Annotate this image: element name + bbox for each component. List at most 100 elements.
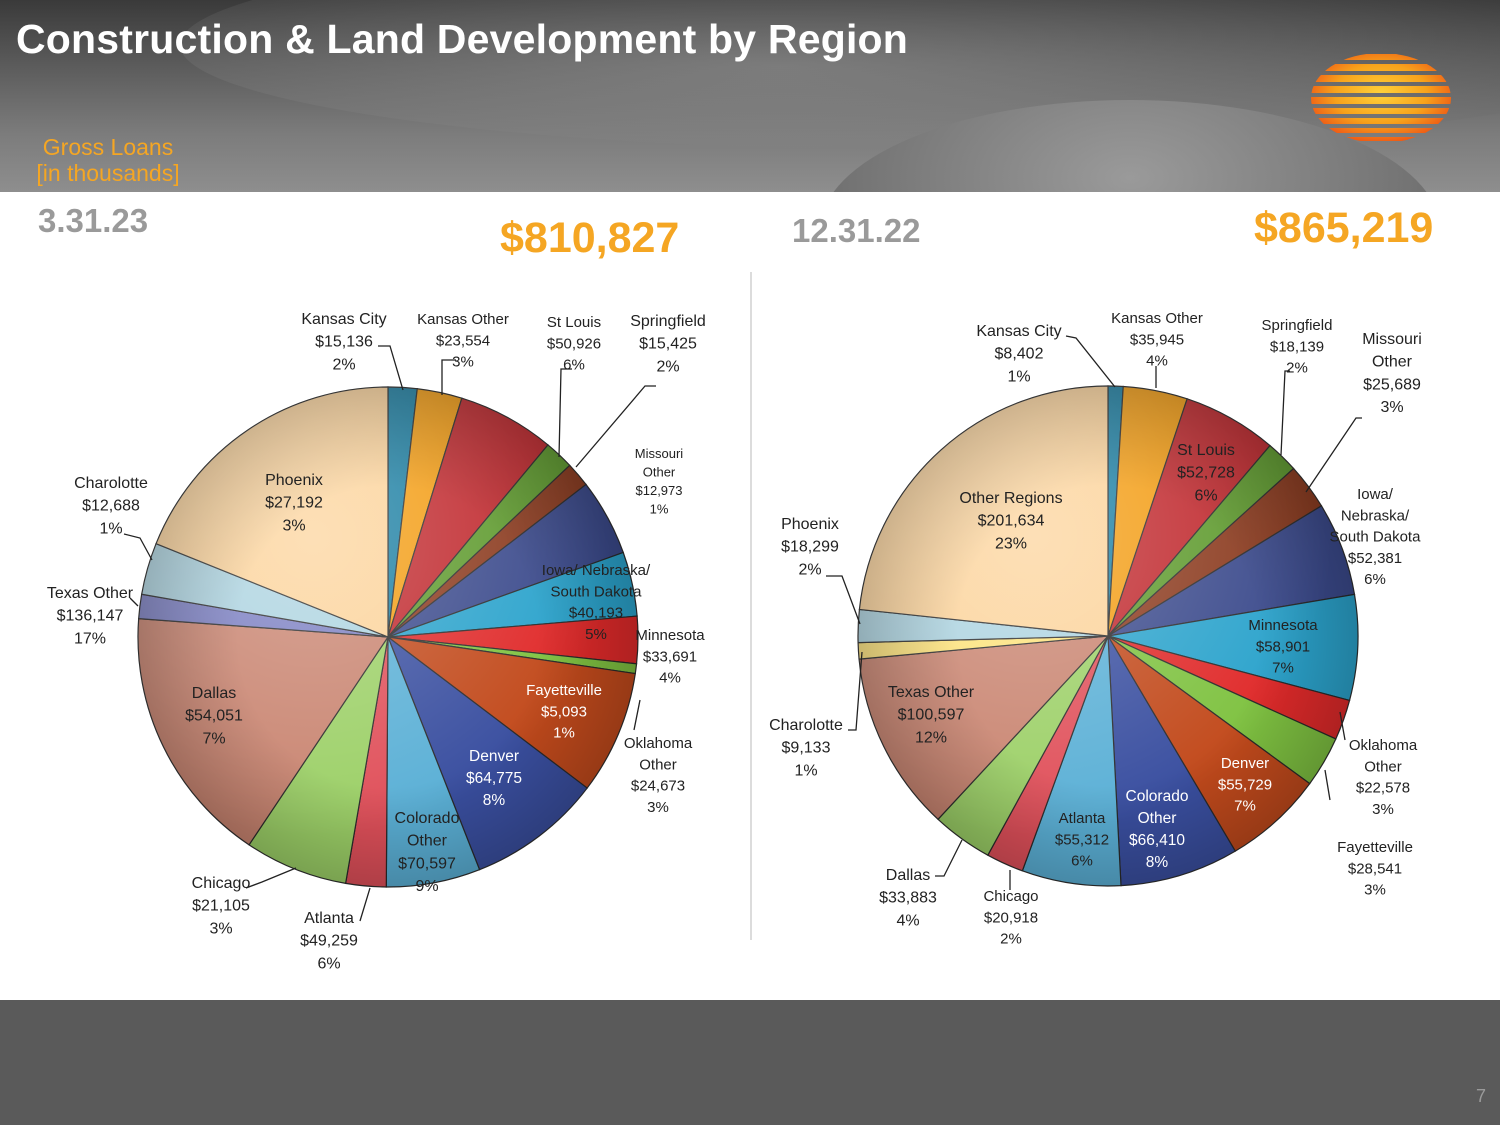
slice-label-line: Other — [643, 464, 676, 479]
slice-label: Missouri Other $12,973 1% — [635, 446, 684, 516]
slice-label-line: 17% — [74, 630, 106, 647]
slice-label-line: Iowa/ — [1357, 486, 1394, 503]
slice-label-line: $55,312 — [1055, 831, 1109, 848]
slice-label-line: $66,410 — [1129, 832, 1185, 849]
slice-label-line: $201,634 — [978, 513, 1045, 530]
slice-label-line: $18,299 — [781, 539, 839, 556]
slice-label-line: Iowa/ Nebraska/ — [542, 562, 651, 579]
slice-label: Texas Other $100,597 12% — [888, 684, 975, 746]
slice-label-line: 5% — [585, 626, 607, 643]
slice-label-line: Atlanta — [1059, 810, 1106, 827]
slice-label-line: $54,051 — [185, 708, 243, 725]
slice-label-line: 3% — [452, 354, 474, 371]
total-label-right: $865,219 — [1254, 204, 1434, 252]
slice-label-line: 1% — [650, 501, 669, 516]
leader-line — [1339, 711, 1346, 741]
slice-label-line: $64,775 — [466, 770, 522, 787]
slice-label: Denver $55,729 7% — [1218, 755, 1272, 815]
slice-label: Minnesota $33,691 4% — [635, 627, 705, 687]
slice-label: Atlanta $49,259 6% — [300, 910, 358, 972]
slice-label-line: $25,689 — [1363, 376, 1421, 393]
leader-line — [1305, 417, 1362, 493]
slice-label-line: Phoenix — [265, 472, 323, 489]
slice-label-line: 3% — [1380, 399, 1403, 416]
slice-label-line: Other — [1372, 354, 1413, 371]
slice-label-line: 7% — [1234, 798, 1256, 815]
slice-label-line: Denver — [1221, 755, 1269, 772]
leader-line — [359, 887, 371, 922]
pie-highlight — [858, 386, 1358, 886]
subtitle-line-1: Gross Loans — [42, 134, 174, 160]
slice-label: Charolotte $9,133 1% — [769, 717, 843, 779]
slice-label-line: $33,691 — [643, 648, 697, 665]
slice-label: Springfield $15,425 2% — [630, 313, 706, 375]
slice-label-line: $33,883 — [879, 890, 937, 907]
slice-label-line: $100,597 — [898, 707, 965, 724]
slice-label-line: St Louis — [547, 314, 601, 331]
slice-label-line: Atlanta — [304, 910, 354, 927]
slice-label-line: 3% — [282, 517, 305, 534]
slice-label: Oklahoma Other $22,578 3% — [1349, 737, 1418, 818]
slice-label-line: Kansas Other — [1111, 310, 1203, 327]
leader-line — [848, 651, 863, 731]
slice-label-line: Chicago — [192, 875, 251, 892]
slice-label-line: Oklahoma — [624, 735, 693, 752]
slice-label: Colorado Other $70,597 9% — [395, 810, 460, 895]
slice-label-line: Missouri — [635, 446, 684, 461]
slice-label-line: $15,425 — [639, 336, 697, 353]
slice-label-line: St Louis — [1177, 442, 1235, 459]
slice-label-line: Texas Other — [47, 585, 134, 602]
leader-line — [378, 345, 404, 391]
slice-label-line: 23% — [995, 535, 1027, 552]
slice-label-line: Phoenix — [781, 516, 839, 533]
slice-label-line: Fayetteville — [1337, 839, 1413, 856]
total-label-left: $810,827 — [500, 214, 680, 262]
slice-label: Kansas City $8,402 1% — [976, 323, 1061, 385]
slice-label-line: 4% — [659, 670, 681, 687]
slice-label: Dallas $54,051 7% — [185, 685, 243, 747]
slice-label: Kansas City $15,136 2% — [301, 311, 386, 373]
slice-label-line: $49,259 — [300, 933, 358, 950]
slice-label-line: 2% — [332, 356, 355, 373]
slice-label-line: $12,973 — [636, 483, 683, 498]
slice-label-line: Colorado — [1126, 788, 1189, 805]
slice-label-line: $52,381 — [1348, 550, 1402, 567]
slice-label-line: $52,728 — [1177, 465, 1235, 482]
slice-label: Other Regions $201,634 23% — [959, 490, 1062, 552]
slice-label: Colorado Other $66,410 8% — [1126, 788, 1189, 871]
slice-label: Texas Other $136,147 17% — [47, 585, 134, 647]
slice-label: Springfield $18,139 2% — [1262, 317, 1333, 377]
slice-label-line: 1% — [1007, 368, 1030, 385]
slice-label-line: 2% — [1286, 360, 1308, 377]
slice-label-line: 3% — [209, 920, 232, 937]
leader-line — [575, 385, 656, 468]
footer-bar — [0, 1000, 1500, 1125]
slice-label-line: 1% — [553, 725, 575, 742]
leader-line — [826, 575, 861, 625]
slice-label-line: $58,901 — [1256, 638, 1310, 655]
slice-label-line: 2% — [1000, 931, 1022, 948]
slice-label: St Louis $52,728 6% — [1177, 442, 1235, 504]
slice-label-line: Kansas City — [976, 323, 1061, 340]
slice-label-line: Charolotte — [74, 475, 148, 492]
slice-label-line: Texas Other — [888, 684, 975, 701]
slice-label-line: $12,688 — [82, 498, 140, 515]
sun-logo-icon — [1311, 54, 1451, 141]
pie-highlight — [138, 387, 638, 887]
slice-label-line: 7% — [1272, 660, 1294, 677]
slice-label: Minnesota $58,901 7% — [1248, 617, 1318, 677]
slice-label-line: $35,945 — [1130, 331, 1184, 348]
slice-label-line: 6% — [317, 955, 340, 972]
slice-label-line: Kansas City — [301, 311, 386, 328]
slice-label-line: 6% — [563, 357, 585, 374]
slice-label-line: Kansas Other — [417, 311, 509, 328]
slice-label-line: Minnesota — [1248, 617, 1318, 634]
slice-label-line: $15,136 — [315, 334, 373, 351]
slice-label-line: Springfield — [630, 313, 706, 330]
page-subtitle: Gross Loans [in thousands] — [18, 134, 198, 186]
slice-label: Phoenix $27,192 3% — [265, 472, 323, 534]
slice-label-line: 3% — [1372, 801, 1394, 818]
slice-label-line: Fayetteville — [526, 682, 602, 699]
slice-label-line: 8% — [1146, 854, 1169, 871]
slice-label-line: $23,554 — [436, 332, 490, 349]
